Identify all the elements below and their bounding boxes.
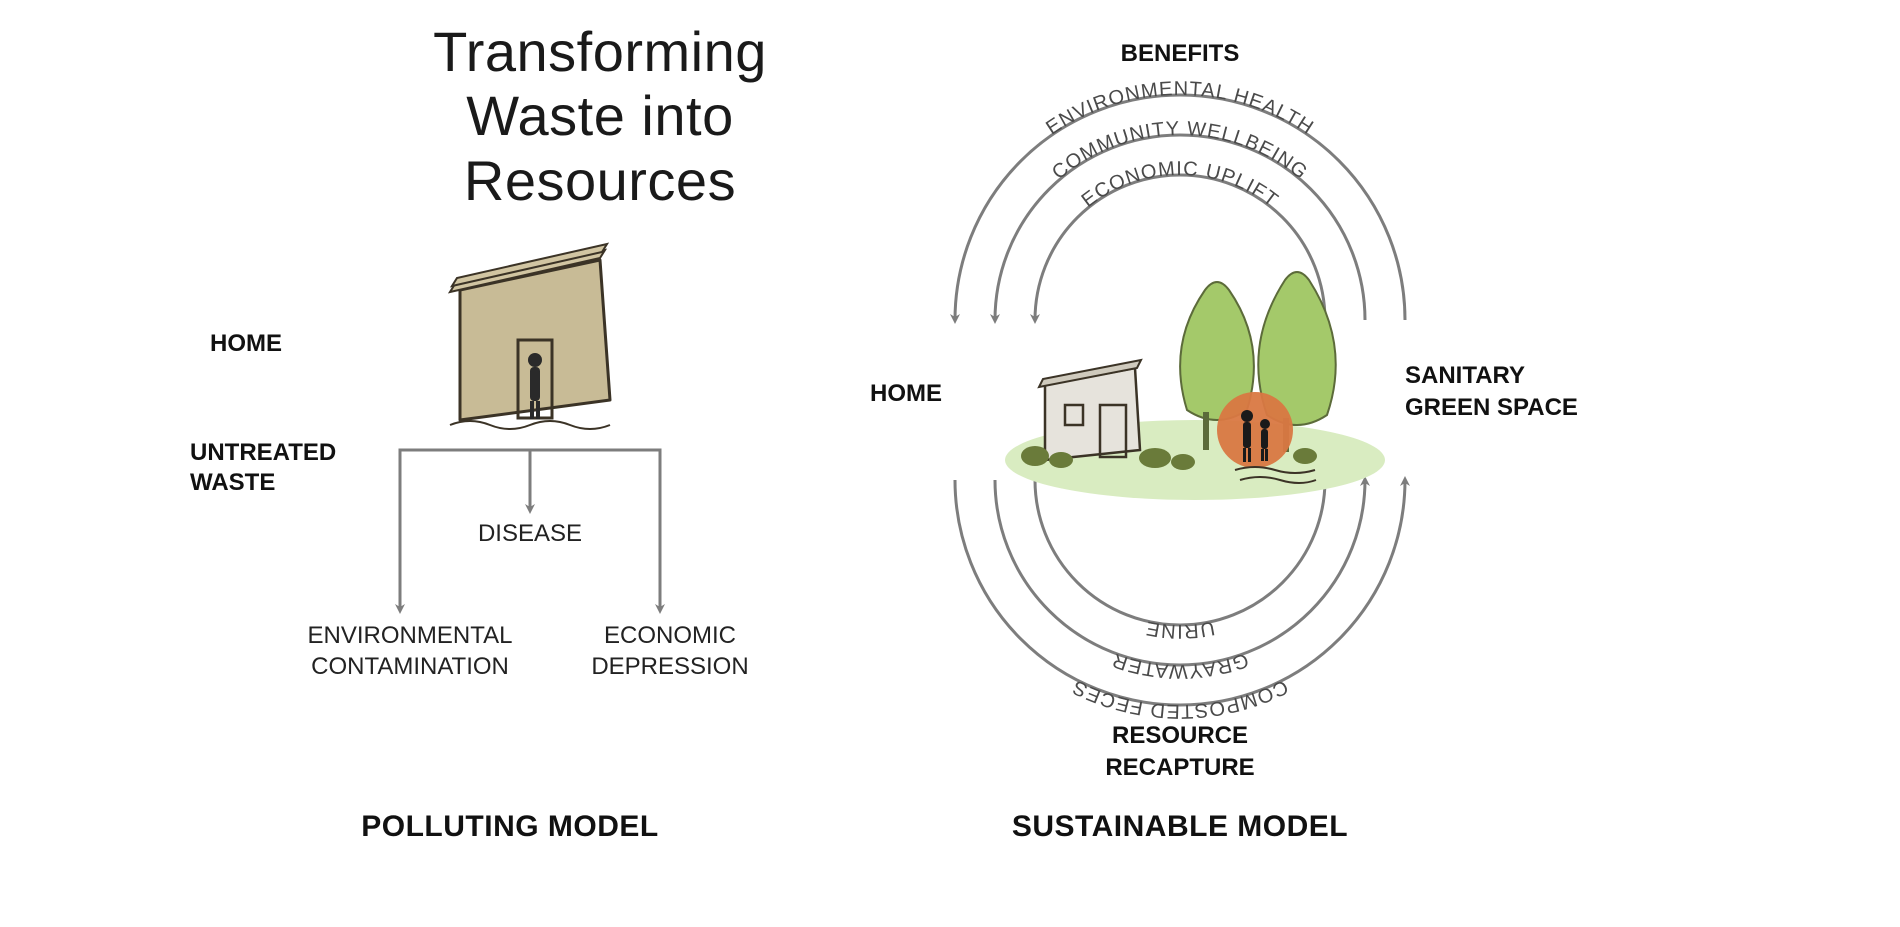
house-left-icon <box>450 244 610 429</box>
svg-text:URINE: URINE <box>1144 616 1217 642</box>
svg-text:ECONOMIC UPLIFT: ECONOMIC UPLIFT <box>1078 158 1283 212</box>
arc-label-composted: COMPOSTED FECES <box>1069 675 1292 722</box>
label-disease: DISEASE <box>475 520 585 548</box>
arc-label-graywater: GRAYWATER <box>1109 648 1251 682</box>
label-home-right: HOME <box>870 380 942 408</box>
green-space-scene <box>1005 272 1385 500</box>
svg-text:GRAYWATER: GRAYWATER <box>1109 648 1251 682</box>
label-env-contamination: ENVIRONMENTAL CONTAMINATION <box>290 620 530 682</box>
label-benefits: BENEFITS <box>1100 40 1260 68</box>
label-resource-recapture: RESOURCE RECAPTURE <box>1070 720 1290 785</box>
label-sanitary-green-space: SANITARY GREEN SPACE <box>1405 360 1625 425</box>
arc-label-urine: URINE <box>1144 616 1217 642</box>
label-home-left: HOME <box>210 330 282 358</box>
arc-label-economic-uplift: ECONOMIC UPLIFT <box>1078 158 1283 212</box>
label-polluting-model: POLLUTING MODEL <box>340 810 680 844</box>
label-untreated-waste: UNTREATED WASTE <box>190 438 336 498</box>
label-sustainable-model: SUSTAINABLE MODEL <box>990 810 1370 844</box>
label-econ-depression: ECONOMIC DEPRESSION <box>570 620 770 682</box>
diagram-stage: Transforming Waste into Resources <box>0 0 1900 927</box>
svg-text:COMPOSTED FECES: COMPOSTED FECES <box>1069 675 1292 722</box>
